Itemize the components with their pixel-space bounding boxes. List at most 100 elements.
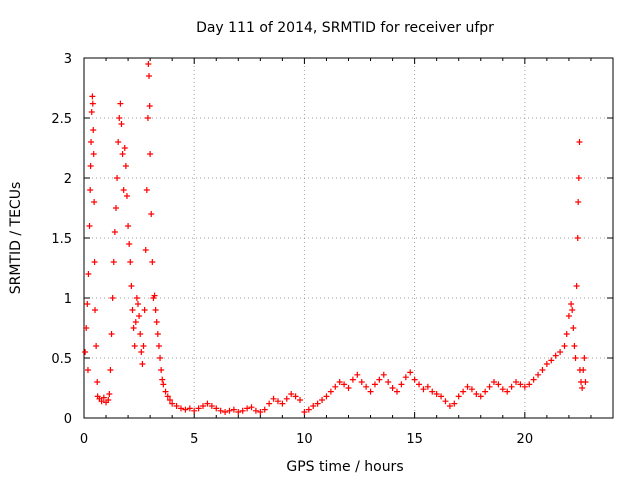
data-point (341, 381, 348, 388)
data-point (513, 379, 520, 385)
data-point (424, 383, 431, 390)
data-point (94, 379, 101, 385)
data-point (155, 343, 162, 349)
data-point (204, 400, 211, 407)
data-point (177, 405, 184, 412)
data-point (464, 383, 471, 390)
data-point (208, 403, 215, 409)
data-point (438, 393, 445, 400)
data-point (504, 388, 511, 395)
data-point (119, 151, 126, 157)
data-point (86, 223, 93, 229)
data-point (141, 307, 148, 313)
data-point (482, 388, 489, 395)
data-point (561, 343, 568, 349)
data-point (332, 383, 339, 390)
y-tick-label: 3 (64, 52, 72, 67)
data-point (442, 398, 449, 405)
data-points (82, 61, 589, 415)
data-point (508, 383, 515, 390)
data-point (98, 398, 105, 405)
x-axis-label: GPS time / hours (286, 459, 403, 475)
data-point (107, 367, 114, 373)
data-point (226, 407, 233, 414)
data-point (92, 307, 99, 313)
data-point (543, 361, 550, 367)
data-point (145, 61, 152, 67)
y-tick-label: 1.5 (51, 232, 72, 247)
data-point (91, 259, 98, 265)
data-point (148, 211, 155, 217)
data-point (473, 391, 480, 397)
data-point (91, 199, 98, 205)
data-point (138, 349, 145, 355)
y-tick-label: 0 (64, 412, 72, 427)
data-point (89, 100, 96, 107)
chart-title: Day 111 of 2014, SRMTID for receiver ufp… (196, 20, 494, 36)
data-point (90, 151, 97, 157)
data-point (230, 406, 237, 413)
data-point (90, 127, 97, 133)
data-point (105, 397, 112, 403)
data-point (182, 406, 189, 413)
data-point (87, 163, 94, 169)
data-point (191, 407, 198, 414)
data-point (117, 100, 124, 107)
data-point (158, 367, 165, 373)
data-point (389, 385, 396, 391)
data-point (570, 325, 577, 331)
data-point (100, 394, 107, 401)
data-point (200, 403, 207, 409)
data-point (279, 400, 286, 407)
data-point (576, 139, 583, 145)
data-point (420, 386, 427, 393)
data-point (305, 406, 312, 413)
data-point (266, 400, 273, 407)
data-point (137, 331, 144, 337)
data-point (580, 367, 587, 373)
data-point (261, 406, 268, 413)
data-point (217, 407, 224, 414)
tick-labels: 0 5 10 15 20 0 0.5 1 1.5 2 2.5 3 (51, 52, 533, 447)
data-point (169, 400, 176, 407)
data-point (548, 357, 555, 364)
data-point (411, 376, 418, 383)
data-point (535, 371, 542, 378)
data-point (572, 355, 579, 361)
data-point (135, 301, 142, 307)
data-point (575, 199, 582, 205)
data-point (477, 393, 484, 400)
data-point (292, 393, 299, 400)
data-point (336, 379, 343, 385)
data-point (385, 379, 392, 385)
data-point (579, 385, 586, 391)
data-point (152, 307, 159, 313)
data-point (354, 371, 361, 378)
x-tick-label: 10 (296, 432, 313, 447)
data-point (130, 325, 137, 331)
data-point (407, 369, 414, 376)
data-point (83, 325, 90, 331)
data-point (120, 187, 127, 193)
data-point (367, 388, 374, 395)
data-point (118, 121, 125, 127)
plot-border (83, 57, 614, 419)
y-tick-label: 0.5 (51, 352, 72, 367)
data-point (84, 367, 91, 373)
data-point (115, 139, 122, 145)
data-point (451, 400, 458, 407)
data-point (195, 405, 202, 412)
data-point (530, 376, 537, 383)
data-point (563, 331, 570, 337)
data-point (568, 301, 575, 307)
data-point (93, 343, 100, 349)
data-point (371, 381, 378, 388)
data-point (499, 386, 506, 393)
data-point (581, 355, 588, 361)
data-point (571, 343, 578, 349)
data-point (446, 403, 453, 409)
data-point (526, 381, 533, 388)
data-point (162, 388, 169, 395)
data-point (127, 259, 134, 265)
